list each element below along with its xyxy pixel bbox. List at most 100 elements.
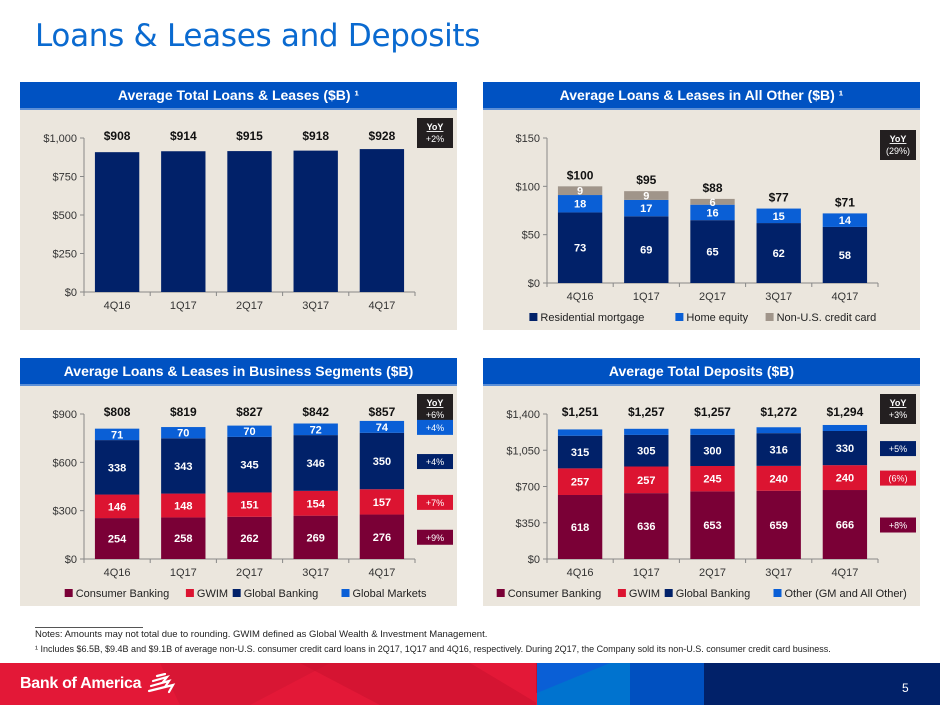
bar-consumer-banking (161, 517, 206, 559)
segment-yoy-box-gwim (417, 494, 453, 510)
x-tick-label: 3Q17 (765, 567, 792, 579)
x-tick-label: 3Q17 (765, 291, 792, 303)
bar-other-gm-and-all-other (557, 429, 603, 436)
total-deposits-chart: $0 $350 $700 $1,050 $1,400 4Q16 1Q17 2Q17 3Q17 4Q… (496, 394, 916, 600)
segment-yoy-value: +8% (889, 521, 907, 531)
segment-value-label: 16 (706, 207, 718, 219)
page-number: 5 (902, 681, 909, 695)
y-tick-label: $150 (516, 133, 540, 145)
segment-value-label: 343 (174, 461, 192, 473)
bar-gwim (557, 468, 603, 495)
segment-value-label: 330 (836, 443, 854, 455)
legend-swatch-global-banking (232, 589, 241, 597)
y-tick-label: $300 (53, 506, 77, 518)
segment-value-label: 338 (108, 462, 126, 474)
bar-global-markets (293, 423, 338, 436)
total-value-label: $1,257 (694, 405, 731, 419)
segment-value-label: 15 (773, 211, 785, 223)
segment-value-label: 269 (307, 532, 325, 544)
footnote-1-text: ¹ Includes $6.5B, $9.4B and $9.1B of ave… (35, 644, 831, 654)
total-value-label: $915 (236, 129, 263, 143)
y-tick-label: $500 (53, 210, 77, 222)
total-value-label: $1,294 (827, 405, 864, 419)
total-value-label: $100 (567, 168, 594, 182)
segment-value-label: 315 (571, 447, 589, 459)
segment-value-label: 262 (240, 533, 258, 545)
segment-value-label: 17 (640, 203, 652, 215)
total-deposits-panel: Average Total Deposits ($B) $0 $350 $700 $1… (483, 358, 920, 606)
total-value-label: $928 (369, 129, 396, 143)
legend-swatch-residential-mortgage (529, 313, 538, 321)
yoy-value: +3% (889, 410, 907, 420)
yoy-title: YoY (890, 398, 907, 408)
bar-gwim (293, 490, 338, 516)
all-other-panel: Average Loans & Leases in All Other ($B)… (483, 82, 920, 330)
bar-other-gm-and-all-other (756, 427, 801, 434)
bar-residential-mortgage (822, 226, 868, 283)
bar-consumer-banking (557, 494, 603, 559)
yoy-box (417, 118, 453, 148)
segment-value-label: 659 (770, 520, 788, 532)
footer-banner (0, 663, 940, 705)
x-tick-label: 2Q17 (236, 300, 263, 312)
segment-value-label: 350 (373, 456, 391, 468)
segment-value-label: 151 (240, 500, 258, 512)
total-value-label: $857 (369, 405, 396, 419)
footer-graphic (0, 663, 940, 705)
total-value-label: $1,251 (562, 405, 599, 419)
flag-logo-icon (148, 673, 176, 694)
bar-consumer-banking (822, 490, 868, 559)
bar-global-banking (94, 440, 140, 495)
total-value-label: $71 (835, 195, 855, 209)
legend-label-global-markets: Global Markets (353, 588, 427, 600)
segment-value-label: 157 (373, 497, 391, 509)
bar-total (293, 150, 338, 292)
bar-gwim (94, 494, 140, 519)
segment-value-label: 58 (839, 250, 851, 262)
bar-residential-mortgage (624, 216, 669, 283)
business-segments-panel: Average Loans & Leases in Business Segme… (20, 358, 457, 606)
bar-global-markets (227, 425, 272, 437)
segment-value-label: 618 (571, 522, 589, 534)
x-tick-label: 3Q17 (302, 300, 329, 312)
bar-home-equity (624, 199, 669, 217)
y-tick-label: $350 (516, 518, 540, 530)
segment-value-label: 9 (643, 191, 649, 203)
total-value-label: $819 (170, 405, 197, 419)
total-loans-chart: $0 $250 $500 $750 $1,000 4Q16 1Q17 2Q17 3Q17 4Q17… (43, 118, 453, 312)
bar-consumer-banking (359, 514, 405, 559)
segment-value-label: 300 (703, 445, 721, 457)
segment-value-label: 257 (571, 477, 589, 489)
total-loans-panel: Average Total Loans & Leases ($B) ¹ $0 $2… (20, 82, 457, 330)
bar-gwim (227, 492, 272, 517)
legend-swatch-other-gm-and-all-other (773, 589, 782, 597)
segment-value-label: 72 (310, 424, 322, 436)
segment-yoy-box-global-markets (417, 419, 453, 435)
segment-yoy-box-consumer-banking (880, 517, 916, 533)
footnotes: Notes: Amounts may not total due to roun… (35, 628, 831, 656)
total-value-label: $918 (302, 129, 329, 143)
segment-value-label: 70 (243, 426, 255, 438)
bar-gwim (359, 489, 405, 515)
segment-value-label: 9 (577, 186, 583, 198)
legend-swatch-consumer-banking (64, 589, 73, 597)
slide-title: Loans & Leases and Deposits (35, 18, 481, 54)
y-tick-label: $250 (53, 249, 77, 261)
segment-value-label: 346 (307, 458, 325, 470)
bar-gwim (624, 466, 669, 494)
bar-total (161, 151, 206, 292)
x-tick-label: 1Q17 (170, 300, 197, 312)
bar-global-banking (624, 434, 669, 467)
bar-global-banking (756, 433, 801, 466)
bar-global-banking (359, 432, 405, 490)
bar-global-banking (822, 430, 868, 466)
bar-gwim (690, 465, 735, 492)
segment-value-label: 73 (574, 243, 586, 255)
segment-value-label: 653 (703, 520, 721, 532)
x-tick-label: 4Q16 (567, 291, 594, 303)
total-loans-header: Average Total Loans & Leases ($B) ¹ (20, 82, 457, 110)
bar-home-equity (690, 204, 735, 221)
bank-of-america-logo: Bank of America (20, 673, 181, 695)
y-tick-label: $100 (516, 181, 540, 193)
x-tick-label: 2Q17 (699, 567, 726, 579)
